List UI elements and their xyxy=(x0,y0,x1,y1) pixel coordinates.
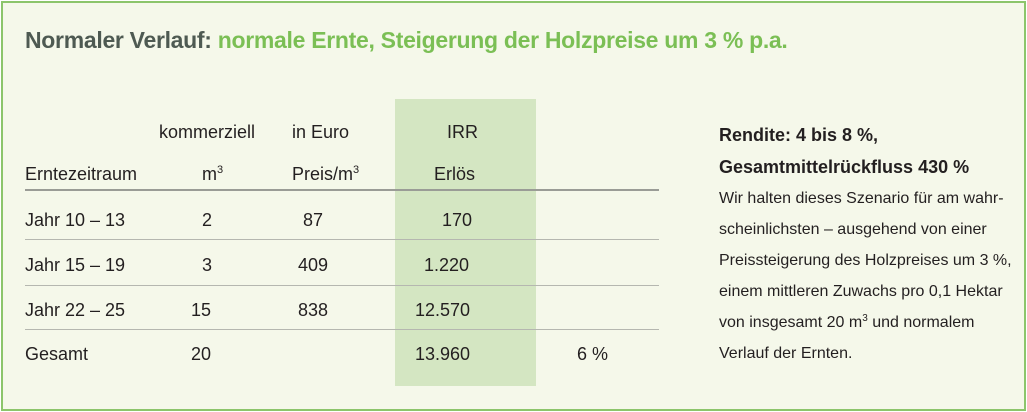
title-rest: normale Ernte, Steigerung der Holzpreise… xyxy=(211,27,788,53)
description-line-2: scheinlichsten – ausgehend von einer xyxy=(719,221,987,238)
row-divider xyxy=(25,329,659,330)
description-line-3: Preissteigerung des Holzpreises um 3 %, xyxy=(719,252,1012,269)
header-divider xyxy=(25,189,659,191)
description-line-5: von insgesamt 20 m3 und normalem xyxy=(719,313,975,332)
row-divider xyxy=(25,239,659,240)
row-divider xyxy=(25,285,659,286)
row-1-revenue: 170 xyxy=(442,210,473,230)
row-4-irr: 6 % xyxy=(577,344,609,364)
return-heading: Rendite: 4 bis 8 %, xyxy=(719,125,879,145)
box-title: Normaler Verlauf: normale Ernte, Steiger… xyxy=(25,27,788,54)
header-volume-unit: m3 xyxy=(202,164,224,184)
row-2-price: 409 xyxy=(298,255,329,275)
row-3-volume: 15 xyxy=(191,300,212,320)
row-1-volume: 2 xyxy=(202,210,213,230)
reflux-heading: Gesamtmittelrückfluss 430 % xyxy=(719,157,970,177)
row-1-price: 87 xyxy=(303,210,324,230)
header-volume-top: kommerziell xyxy=(159,122,256,142)
title-lead: Normaler Verlauf: xyxy=(25,27,212,53)
description-line-4: einem mittleren Zuwachs pro 0,1 Hektar xyxy=(719,283,1003,300)
row-3-period: Jahr 22 – 25 xyxy=(25,300,126,320)
header-price-top: in Euro xyxy=(292,122,350,142)
row-1-period: Jahr 10 – 13 xyxy=(25,210,126,230)
description-line-1: Wir halten dieses Szenario für am wahr- xyxy=(719,190,1004,207)
row-3-price: 838 xyxy=(298,300,329,320)
row-4-revenue: 13.960 xyxy=(415,344,471,364)
row-2-revenue: 1.220 xyxy=(424,255,470,275)
description-line-6: Verlauf der Ernten. xyxy=(719,345,853,362)
row-2-period: Jahr 15 – 19 xyxy=(25,255,126,275)
header-revenue: Erlös xyxy=(434,164,476,184)
header-irr-top: IRR xyxy=(447,122,478,142)
row-4-volume: 20 xyxy=(191,344,212,364)
irr-column-highlight xyxy=(395,99,536,386)
row-2-volume: 3 xyxy=(202,255,213,275)
header-price-unit: Preis/m3 xyxy=(292,164,360,184)
row-4-period: Gesamt xyxy=(25,344,89,364)
scenario-description: Rendite: 4 bis 8 %, Gesamtmittelrückflus… xyxy=(719,119,1019,369)
row-3-revenue: 12.570 xyxy=(415,300,471,320)
header-period: Erntezeitraum xyxy=(25,164,138,184)
